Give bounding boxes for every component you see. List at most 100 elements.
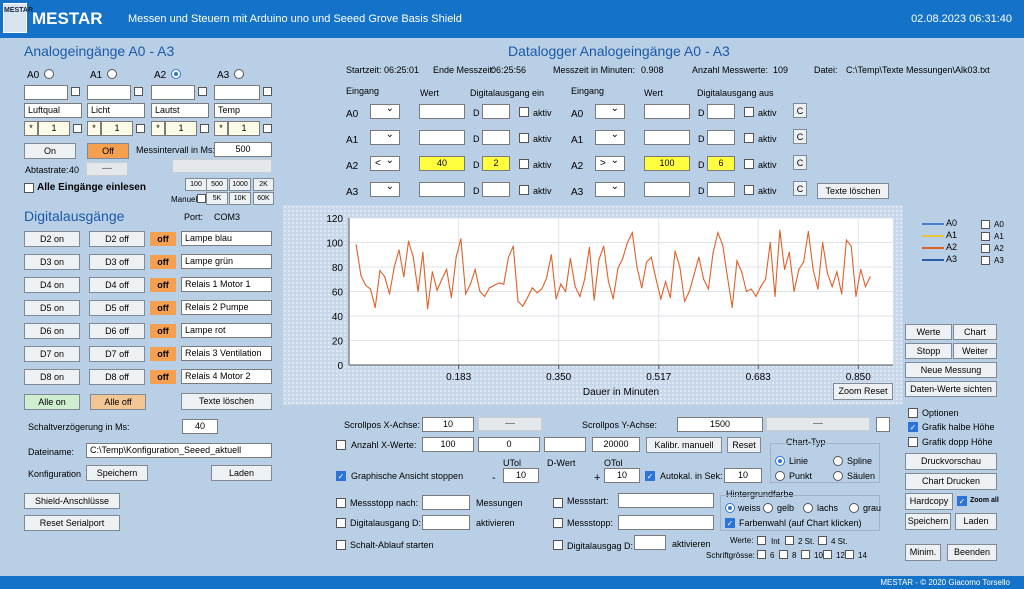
- legend-checkbox-a1[interactable]: [981, 232, 990, 241]
- messstopp-checkbox[interactable]: [336, 498, 346, 508]
- weiss-radio[interactable]: [725, 503, 735, 513]
- schalt-checkbox[interactable]: [336, 540, 346, 550]
- channel-enable-checkbox[interactable]: [198, 87, 207, 96]
- reset-port-button[interactable]: Reset Serialport: [24, 515, 120, 531]
- d5-label-input[interactable]: Relais 2 Pumpe: [181, 300, 272, 315]
- fontsize-6-checkbox[interactable]: [757, 550, 766, 559]
- spline-radio[interactable]: [833, 456, 843, 466]
- logger-threshold-input[interactable]: 40: [419, 156, 465, 171]
- channel-value-a0[interactable]: [24, 85, 68, 100]
- saeulen-radio[interactable]: [833, 471, 843, 481]
- d3-on-button[interactable]: D3 on: [24, 254, 80, 270]
- logger-operator-select[interactable]: [370, 102, 400, 119]
- channel-radio-a2[interactable]: [171, 69, 181, 79]
- linie-radio[interactable]: [775, 456, 785, 466]
- logger-clear-button[interactable]: Texte löschen: [817, 183, 889, 199]
- logger-threshold-input[interactable]: [419, 182, 465, 197]
- logger-threshold-input[interactable]: [644, 130, 690, 145]
- digitalausgag-input[interactable]: [634, 535, 666, 550]
- channel-radio-a0[interactable]: [44, 69, 54, 79]
- channel-factor-input[interactable]: 1: [38, 121, 70, 136]
- logger-d-input[interactable]: [707, 182, 735, 197]
- digital-d-input[interactable]: [422, 515, 470, 530]
- preset-500-button[interactable]: 500: [206, 178, 228, 191]
- read-all-checkbox[interactable]: [24, 183, 34, 193]
- d4-label-input[interactable]: Relais 1 Motor 1: [181, 277, 272, 292]
- scroll-y-slider[interactable]: —: [766, 417, 870, 431]
- fontsize-8-checkbox[interactable]: [779, 550, 788, 559]
- logger-threshold-input[interactable]: [644, 104, 690, 119]
- kalibr-button[interactable]: Kalibr. manuell: [646, 437, 722, 453]
- preset-100-button[interactable]: 100: [185, 178, 207, 191]
- legend-checkbox-a3[interactable]: [981, 256, 990, 265]
- d5-on-button[interactable]: D5 on: [24, 300, 80, 316]
- channel-name-input[interactable]: Licht: [87, 103, 145, 118]
- grau-radio[interactable]: [849, 503, 859, 513]
- channel-radio-a3[interactable]: [234, 69, 244, 79]
- messstart-checkbox[interactable]: [553, 498, 563, 508]
- config-load-button[interactable]: Laden: [211, 465, 272, 481]
- d4-on-button[interactable]: D4 on: [24, 277, 80, 293]
- d6-on-button[interactable]: D6 on: [24, 323, 80, 339]
- logger-aktiv-checkbox[interactable]: [519, 185, 529, 195]
- d6-label-input[interactable]: Lampe rot: [181, 323, 272, 338]
- logger-threshold-input[interactable]: [644, 182, 690, 197]
- d2-label-input[interactable]: Lampe blau: [181, 231, 272, 246]
- channel-factor-checkbox[interactable]: [73, 124, 82, 133]
- hardcopy-button[interactable]: Hardcopy: [905, 493, 953, 510]
- reset-button[interactable]: Reset: [727, 437, 761, 453]
- punkt-radio[interactable]: [775, 471, 785, 481]
- werte-button[interactable]: Werte: [905, 324, 952, 340]
- d5-off-button[interactable]: D5 off: [89, 300, 145, 316]
- logger-threshold-input[interactable]: [419, 104, 465, 119]
- logger-clear-c-button[interactable]: C: [793, 181, 807, 196]
- logger-d-input[interactable]: [482, 182, 510, 197]
- channel-name-input[interactable]: Lautst: [151, 103, 209, 118]
- logger-clear-c-button[interactable]: C: [793, 129, 807, 144]
- d2-on-button[interactable]: D2 on: [24, 231, 80, 247]
- d7-on-button[interactable]: D7 on: [24, 346, 80, 362]
- logger-d-input[interactable]: [482, 130, 510, 145]
- logger-operator-select[interactable]: [595, 128, 625, 145]
- logger-d-input[interactable]: 2: [482, 156, 510, 171]
- clear-texts-button[interactable]: Texte löschen: [181, 393, 272, 410]
- logger-operator-select[interactable]: [595, 102, 625, 119]
- chart-drucken-button[interactable]: Chart Drucken: [905, 473, 997, 490]
- logger-d-input[interactable]: [482, 104, 510, 119]
- messstopp-input[interactable]: [422, 495, 470, 510]
- halbe-hoehe-checkbox[interactable]: ✓: [908, 422, 918, 432]
- delay-input[interactable]: 40: [182, 419, 218, 434]
- preset-60k-button[interactable]: 60K: [253, 192, 274, 205]
- zoom-all-checkbox[interactable]: ✓: [957, 496, 967, 506]
- logger-aktiv-checkbox[interactable]: [744, 185, 754, 195]
- logger-operator-select[interactable]: [370, 128, 400, 145]
- logger-clear-c-button[interactable]: C: [793, 155, 807, 170]
- logger-d-input[interactable]: [707, 130, 735, 145]
- neue-messung-button[interactable]: Neue Messung: [905, 362, 997, 378]
- digital-d-checkbox[interactable]: [336, 518, 346, 528]
- scroll-y-input[interactable]: 1500: [677, 417, 763, 432]
- st2-checkbox[interactable]: [785, 536, 794, 545]
- config-save-button[interactable]: Speichern: [86, 465, 148, 481]
- d7-off-button[interactable]: D7 off: [89, 346, 145, 362]
- messstopp2-input[interactable]: [618, 515, 714, 530]
- channel-value-a2[interactable]: [151, 85, 195, 100]
- channel-enable-checkbox[interactable]: [263, 87, 272, 96]
- file-input[interactable]: C:\Temp\Konfiguration_Seeed_aktuell: [86, 443, 272, 458]
- laden-button[interactable]: Laden: [955, 513, 997, 530]
- autokal-input[interactable]: 10: [724, 468, 762, 483]
- on-button[interactable]: On: [24, 143, 76, 159]
- logger-operator-select[interactable]: [370, 180, 400, 197]
- d3-off-button[interactable]: D3 off: [89, 254, 145, 270]
- int-checkbox[interactable]: [757, 536, 766, 545]
- logger-aktiv-checkbox[interactable]: [744, 133, 754, 143]
- d3-label-input[interactable]: Lampe grün: [181, 254, 272, 269]
- d7-label-input[interactable]: Relais 3 Ventilation: [181, 346, 272, 361]
- interval-input[interactable]: 500: [214, 142, 272, 157]
- anzahl-input[interactable]: 100: [422, 437, 474, 452]
- autokal-checkbox[interactable]: ✓: [645, 471, 655, 481]
- logger-aktiv-checkbox[interactable]: [519, 133, 529, 143]
- weiter-button[interactable]: Weiter: [953, 343, 997, 359]
- preset-2k-button[interactable]: 2K: [253, 178, 274, 191]
- legend-checkbox-a0[interactable]: [981, 220, 990, 229]
